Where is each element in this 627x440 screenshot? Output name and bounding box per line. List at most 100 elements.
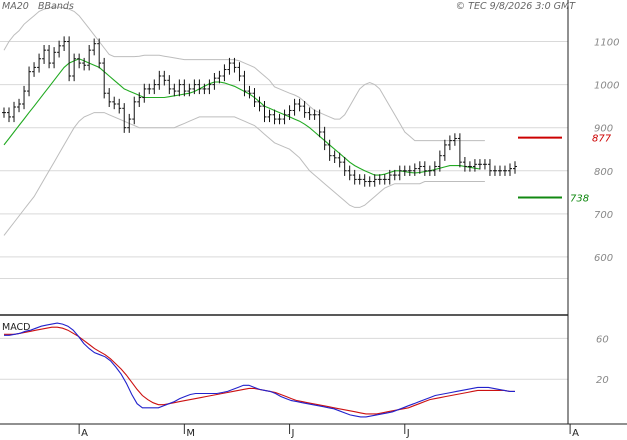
price-bar [77,53,82,69]
price-bar [127,113,132,133]
price-bar [262,100,267,123]
price-bar [97,38,102,69]
bband-upper [3,6,485,142]
price-bar [417,161,422,174]
price-bar [487,159,492,176]
price-bar [42,44,47,64]
price-bar [217,70,222,84]
price-bar [382,174,387,185]
price-bar [27,66,32,97]
price-bar [122,103,127,133]
price-bar [513,161,517,174]
price-bar [132,96,137,125]
price-bar [52,47,57,69]
price-bar [482,159,487,170]
price-bar [112,96,117,110]
price-bar [317,109,322,138]
x-tick-label: A [81,428,88,439]
price-bar [87,44,92,71]
price-bar [452,133,457,146]
price-bar [242,70,247,97]
price-bar [202,83,207,95]
price-bar [47,44,52,69]
price-bar [307,107,312,120]
macd-title: MACD [2,322,30,333]
price-bar [157,70,162,90]
price-bar [82,57,87,71]
price-bar [107,88,112,108]
bollinger-bands [3,6,485,236]
price-bar [237,62,242,82]
price-bar [477,159,482,170]
price-bar [277,113,282,125]
price-bar [37,53,42,73]
resistance-label: 877 [592,134,612,145]
price-bar [12,101,17,123]
price-bar [357,174,362,185]
price-bar [347,165,352,181]
price-bar [62,36,67,52]
price-bar [297,98,302,112]
bb-legend: BBands [38,1,74,12]
price-bar [402,165,407,176]
price-bar [447,135,452,151]
price-bar [302,100,307,118]
price-bar [392,169,397,181]
price-bar [247,85,252,99]
price-bar [282,109,287,125]
price-bar [432,161,437,176]
price-bar [177,79,182,97]
price-bar [437,150,442,172]
support-label: 738 [570,193,589,204]
x-tick-label: M [186,428,195,439]
price-bar [57,40,62,58]
price-bar [442,139,447,161]
price-bar [272,109,277,125]
price-bar [472,159,477,172]
price-y-tick: 1100 [594,38,619,49]
price-bar [332,150,337,164]
price-bar [397,165,402,181]
price-bar [372,174,377,187]
macd-y-tick: 60 [596,334,609,345]
price-bar [367,176,372,187]
price-bar [412,163,417,176]
price-bar [257,96,262,112]
price-y-tick: 900 [594,124,613,135]
price-bar [287,105,292,120]
price-bar [92,38,97,56]
price-bar [2,107,6,118]
bband-lower [3,112,485,236]
price-bar [147,83,152,95]
price-y-tick: 800 [594,167,613,178]
price-bar [322,126,327,151]
price-bar [422,161,427,176]
price-bar [207,79,212,95]
price-bar [387,169,392,185]
macd-lines [4,322,515,418]
levels: 877 738 [518,134,612,204]
price-bar [232,57,237,73]
price-bar [172,83,177,97]
x-tick-label: J [291,428,295,439]
price-bar [67,36,72,82]
price-bar [192,79,197,95]
price-bar [152,79,157,95]
macd-panel-frame [0,316,568,424]
price-bar [362,174,367,187]
price-bar [497,165,502,176]
price-bar [327,139,332,161]
price-y-tick: 1000 [594,81,619,92]
price-bars [2,36,517,187]
x-tick-label: J [406,428,410,439]
price-bar [342,156,347,176]
price-bar [467,161,472,172]
grid [0,41,568,380]
price-bar [72,53,77,82]
price-bar [22,85,27,110]
macd-line [4,322,515,418]
price-bar [407,165,412,176]
price-bar [227,57,232,75]
price-bar [162,70,167,86]
